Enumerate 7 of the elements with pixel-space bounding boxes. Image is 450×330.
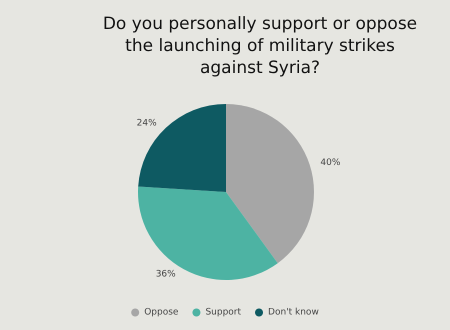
legend-label: Don't know xyxy=(268,308,319,318)
data-label: 24% xyxy=(136,118,158,128)
data-label: 36% xyxy=(156,269,176,280)
data-label: 40% xyxy=(320,158,341,168)
legend-label: Oppose xyxy=(144,308,179,318)
chart-title: Do you personally support or oppose the launching of military strikes against Syria? xyxy=(102,14,418,78)
legend-label: Support xyxy=(205,308,242,318)
